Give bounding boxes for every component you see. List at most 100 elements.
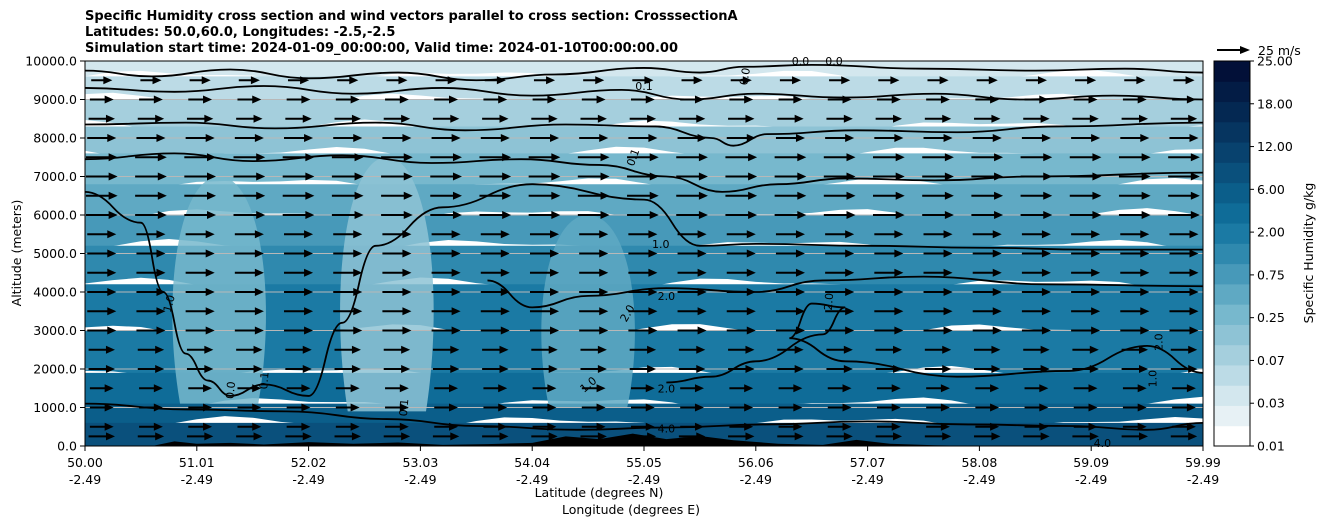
x-tick-label-longitude: -2.49: [740, 472, 772, 487]
colorbar-tick-label: 6.00: [1257, 182, 1285, 197]
x-tick-label-latitude: 58.08: [962, 455, 998, 470]
wind-vector-head: [795, 134, 805, 142]
wind-vector-head: [596, 422, 606, 431]
wind-vector-head: [304, 268, 314, 277]
wind-vector-head: [1190, 211, 1200, 219]
y-axis: 0.0 1000.0 2000.0 3000.0 4000.0 5000.0 6000.0 7…: [25, 54, 85, 454]
wind-vector-head: [1190, 191, 1200, 200]
wind-vector-head: [1137, 403, 1147, 412]
contour-label: 2.0: [658, 290, 676, 303]
wind-vector-head: [994, 153, 1004, 162]
wind-vector-head: [256, 172, 266, 181]
wind-vector-head: [940, 403, 950, 412]
wind-vector-head: [548, 114, 558, 123]
wind-vector-head: [1188, 114, 1198, 123]
wind-vector-head: [447, 76, 457, 85]
wind-vector-head: [547, 403, 557, 412]
wind-vector-head: [107, 326, 117, 335]
wind-vector-head: [944, 191, 954, 200]
wind-vector-head: [894, 288, 904, 296]
wind-vector-head: [943, 307, 953, 316]
wind-vector-head: [990, 384, 1000, 393]
wind-vector-head: [599, 288, 609, 296]
wind-vector-head: [1041, 288, 1051, 296]
wind-vector-head: [104, 422, 114, 431]
humidity-band: [85, 126, 1203, 160]
wind-vector-head: [793, 422, 803, 431]
wind-vector-head: [252, 403, 262, 412]
wind-vector-head: [206, 211, 216, 219]
wind-vector-head: [845, 249, 855, 258]
colorbar-segment: [1214, 101, 1250, 123]
colorbar-frame: [1213, 60, 1251, 447]
wind-vector-head: [648, 134, 658, 142]
wind-vector-head: [104, 403, 114, 412]
wind-vector-head: [745, 345, 755, 354]
wind-vector-head: [599, 249, 609, 258]
wind-vector-head: [742, 76, 752, 85]
wind-vector-head: [940, 422, 950, 431]
wind-vector-head: [994, 172, 1004, 181]
wind-vector-head: [205, 326, 215, 335]
wind-vector-head: [206, 153, 216, 162]
wind-vector-head: [1141, 153, 1151, 162]
wind-vector-head: [940, 384, 950, 393]
wind-vector-head: [401, 114, 411, 123]
wind-vector-head: [1091, 288, 1101, 296]
x-tick-label-longitude: -2.49: [1187, 472, 1219, 487]
wind-vector-head: [108, 191, 118, 200]
wind-vector-head: [1091, 249, 1101, 258]
contour-line-2-0: [487, 275, 1203, 309]
wind-vector-head: [353, 134, 363, 142]
wind-vector-head: [1140, 326, 1150, 335]
x-tick-label-longitude: -2.49: [1075, 472, 1107, 487]
wind-vector-head: [797, 211, 807, 219]
wind-vector-head: [304, 307, 314, 316]
wind-vector-head: [254, 288, 264, 296]
wind-vector-head: [253, 114, 263, 123]
wind-vector-head: [304, 288, 314, 296]
wind-vector-head: [942, 365, 952, 373]
wind-vector-head: [452, 211, 462, 219]
wind-vector-head: [746, 307, 756, 316]
wind-vector-head: [450, 432, 460, 441]
wind-vector-head: [104, 95, 114, 104]
wind-vector-head: [1186, 384, 1196, 393]
wind-vector-head: [1189, 307, 1199, 316]
wind-vector-head: [107, 288, 117, 296]
wind-vector-head: [205, 268, 215, 277]
wind-vector-head: [1189, 268, 1199, 277]
wind-vector-head: [353, 326, 363, 335]
wind-vector-head: [1087, 76, 1097, 85]
wind-vector-head: [1040, 345, 1050, 354]
wind-vector-head: [648, 268, 658, 277]
x-tick-label-longitude: -2.49: [628, 472, 660, 487]
wind-vector-head: [1037, 76, 1047, 85]
wind-vector-head: [649, 191, 659, 200]
x-tick-label-latitude: 57.07: [850, 455, 886, 470]
wind-vector-head: [599, 230, 609, 239]
wind-vector-head: [599, 268, 609, 277]
wind-vector-head: [698, 211, 708, 219]
wind-vector-head: [1137, 95, 1147, 104]
wind-vector-head: [645, 384, 655, 393]
wind-vector-head: [745, 365, 755, 373]
wind-vector-head: [597, 114, 607, 123]
wind-vector-head: [894, 326, 904, 335]
wind-vector-head: [645, 422, 655, 431]
wind-vector-head: [502, 153, 512, 162]
wind-vector-head: [845, 230, 855, 239]
wind-vector-head: [1040, 114, 1050, 123]
wind-vector-head: [500, 134, 510, 142]
wind-vector-head: [500, 268, 510, 277]
wind-vector-head: [1089, 345, 1099, 354]
colorbar-segment: [1214, 223, 1250, 244]
wind-vector-head: [402, 307, 412, 316]
contour-label: 0.1: [257, 371, 271, 390]
wind-vector-head: [746, 268, 756, 277]
wind-vector-head: [448, 384, 458, 393]
wind-vector-head: [1092, 191, 1102, 200]
wind-vector-head: [1189, 249, 1199, 258]
chart-title-line-3: Simulation start time: 2024-01-09_00:00:…: [85, 41, 678, 56]
wind-vector-head: [597, 365, 607, 373]
